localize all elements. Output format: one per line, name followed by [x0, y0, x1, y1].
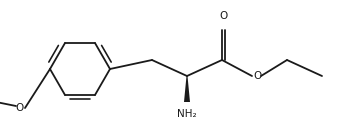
Text: O: O [219, 11, 228, 21]
Text: O: O [253, 71, 261, 81]
Text: O: O [16, 103, 24, 113]
Polygon shape [184, 76, 190, 102]
Text: NH₂: NH₂ [177, 109, 197, 119]
